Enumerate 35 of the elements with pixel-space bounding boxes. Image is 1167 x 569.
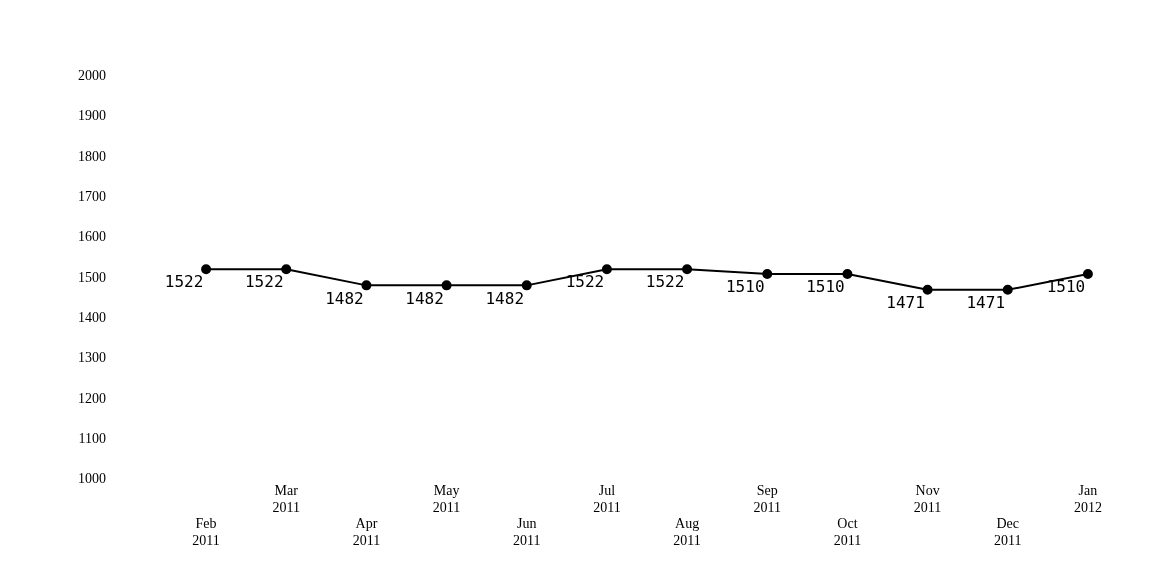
y-tick-label: 1000: [78, 471, 106, 487]
y-tick-label: 1100: [78, 431, 106, 447]
x-tick-label: Nov 2011: [913, 482, 942, 515]
x-tick-label: Aug 2011: [673, 516, 701, 549]
data-label: 1522: [645, 272, 685, 292]
x-tick-label: Dec 2011: [994, 516, 1022, 549]
y-tick-label: 2000: [78, 68, 106, 84]
x-tick-label: Jul 2011: [593, 482, 621, 515]
y-tick-label: 1700: [78, 189, 106, 205]
x-tick-label: Feb 2011: [192, 516, 220, 549]
data-label: 1471: [886, 292, 925, 312]
y-tick-label: 1200: [78, 390, 106, 406]
y-tick-label: 1300: [78, 350, 106, 366]
data-label: 1510: [806, 277, 845, 297]
x-tick-label: Jan 2012: [1073, 482, 1102, 515]
x-tick-label: Mar 2011: [272, 482, 300, 515]
x-tick-label: Oct 2011: [833, 516, 862, 549]
data-label: 1510: [725, 277, 765, 297]
x-tick-label: Sep 2011: [753, 482, 781, 515]
data-label: 1482: [485, 288, 525, 308]
data-label: 1522: [565, 272, 605, 292]
y-tick-label: 1500: [78, 269, 106, 285]
data-label: 1482: [325, 288, 364, 308]
data-label: 1482: [405, 288, 444, 308]
data-label: 1522: [164, 272, 204, 292]
y-tick-label: 1800: [78, 148, 106, 164]
data-label: 1471: [966, 292, 1006, 312]
x-tick-label: Apr 2011: [352, 516, 381, 549]
x-tick-label: Jun 2011: [513, 516, 541, 549]
y-tick-label: 1400: [78, 310, 106, 326]
x-tick-label: May 2011: [432, 482, 461, 515]
y-tick-label: 1900: [78, 108, 106, 124]
y-tick-label: 1600: [78, 229, 106, 245]
data-label: 1522: [244, 272, 284, 292]
data-label: 1510: [1046, 277, 1086, 297]
